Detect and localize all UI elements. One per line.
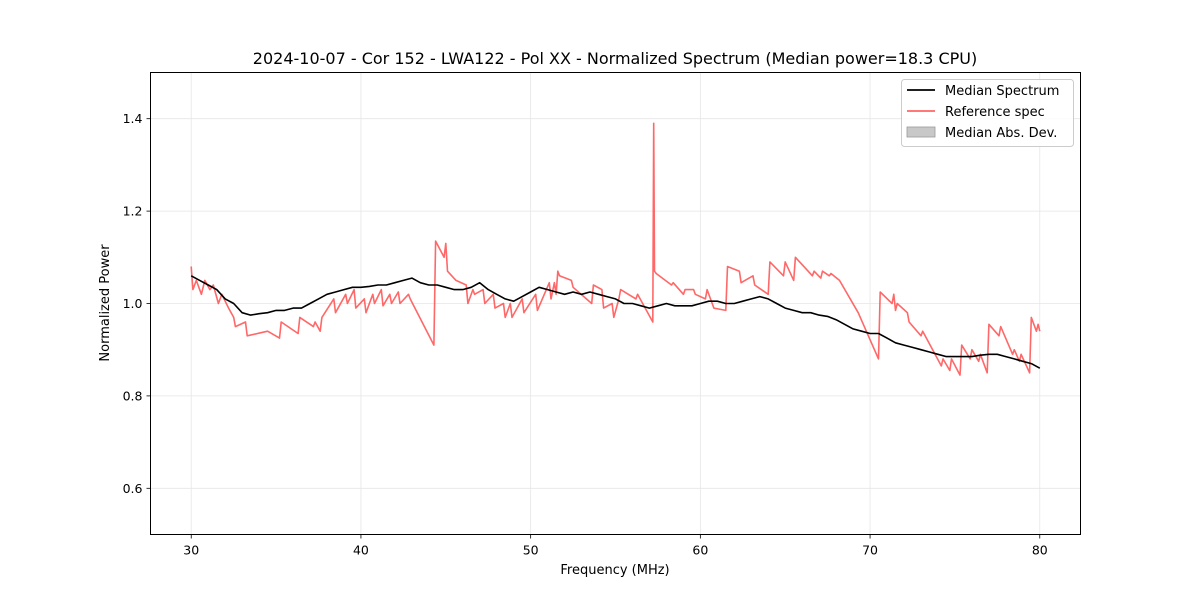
chart-title: 2024-10-07 - Cor 152 - LWA122 - Pol XX -… bbox=[253, 49, 977, 68]
legend-label-median: Median Spectrum bbox=[945, 84, 1059, 99]
x-tick-label: 50 bbox=[523, 543, 539, 558]
legend-label-mad: Median Abs. Dev. bbox=[945, 126, 1057, 141]
y-tick-label: 0.6 bbox=[123, 481, 143, 496]
y-axis-ticks: 0.6 0.8 1.0 1.2 1.4 bbox=[123, 111, 151, 496]
series-layer bbox=[190, 122, 1041, 376]
x-tick-label: 30 bbox=[183, 543, 199, 558]
y-axis-label: Normalized Power bbox=[98, 244, 113, 362]
x-tick-label: 80 bbox=[1032, 543, 1048, 558]
legend-swatch-mad bbox=[906, 126, 936, 138]
legend-box bbox=[901, 79, 1074, 147]
x-tick-label: 70 bbox=[862, 543, 878, 558]
x-axis-label: Frequency (MHz) bbox=[560, 563, 669, 578]
legend: Median Spectrum Reference spec Median Ab… bbox=[901, 79, 1074, 147]
x-tick-label: 40 bbox=[353, 543, 369, 558]
y-tick-label: 0.8 bbox=[123, 388, 143, 403]
x-axis-ticks: 30 40 50 60 70 80 bbox=[183, 534, 1048, 558]
y-tick-label: 1.2 bbox=[123, 204, 143, 219]
legend-label-reference: Reference spec bbox=[945, 105, 1045, 120]
y-tick-label: 1.4 bbox=[123, 111, 143, 126]
x-tick-label: 60 bbox=[692, 543, 708, 558]
y-tick-label: 1.0 bbox=[123, 296, 143, 311]
series-line-median-spectrum bbox=[190, 275, 1041, 369]
series-line-reference-spec bbox=[190, 122, 1041, 376]
